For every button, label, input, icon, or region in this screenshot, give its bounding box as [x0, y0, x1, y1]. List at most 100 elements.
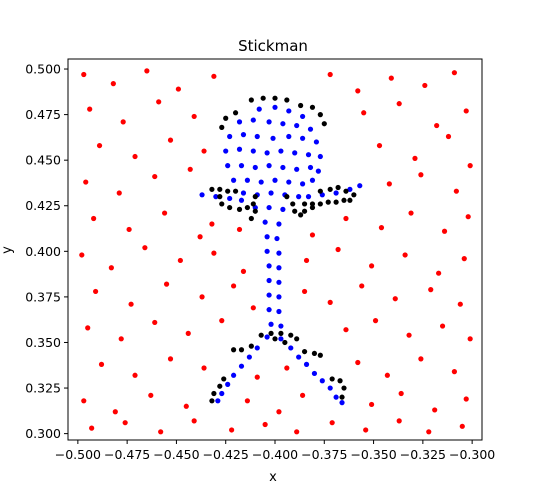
scatter-point-s0-10 [87, 106, 93, 112]
scatter-point-s1-61 [264, 248, 270, 254]
scatter-point-s1-64 [276, 265, 282, 271]
scatter-point-s2-21 [252, 194, 258, 200]
scatter-point-s1-5 [250, 117, 256, 123]
scatter-point-s0-81 [167, 356, 174, 362]
scatter-point-s0-45 [79, 252, 85, 258]
scatter-point-s1-22 [292, 150, 298, 156]
scatter-points [79, 68, 473, 435]
scatter-point-s1-81 [215, 398, 221, 404]
scatter-point-s2-53 [311, 350, 318, 357]
scatter-point-s1-30 [294, 166, 300, 172]
scatter-point-s2-34 [347, 197, 353, 203]
scatter-point-s0-39 [309, 232, 316, 238]
scatter-point-s0-51 [303, 257, 310, 264]
scatter-point-s0-14 [361, 110, 367, 116]
scatter-point-s0-53 [369, 263, 375, 269]
scatter-point-s1-75 [254, 345, 260, 351]
scatter-point-s2-62 [339, 394, 345, 400]
scatter-point-s2-1 [260, 95, 266, 101]
scatter-point-s1-40 [240, 190, 247, 196]
scatter-point-s1-31 [307, 164, 314, 171]
x-tick-label-1: −0.475 [104, 447, 150, 462]
scatter-point-s0-15 [396, 101, 402, 107]
scatter-point-s1-8 [294, 122, 300, 129]
scatter-point-s0-110 [426, 429, 432, 435]
scatter-point-s1-6 [266, 119, 272, 125]
scatter-point-s0-85 [355, 359, 361, 366]
scatter-point-s1-35 [258, 179, 264, 185]
scatter-point-s0-109 [396, 418, 402, 424]
scatter-point-s1-77 [238, 363, 245, 369]
scatter-point-s2-38 [343, 188, 349, 194]
scatter-point-s0-32 [453, 188, 459, 194]
scatter-point-s0-17 [463, 108, 469, 114]
scatter-point-s1-46 [213, 194, 219, 200]
scatter-point-s2-43 [268, 330, 274, 336]
scatter-point-s0-87 [418, 356, 424, 362]
scatter-point-s1-69 [266, 307, 272, 313]
scatter-point-s0-47 [142, 245, 148, 251]
y-tick-label-2: 0.350 [25, 335, 61, 350]
scatter-point-s0-0 [81, 71, 87, 78]
scatter-point-s1-83 [296, 354, 302, 360]
scatter-point-s1-33 [231, 177, 237, 183]
scatter-point-s0-12 [156, 99, 162, 105]
scatter-point-s1-3 [300, 113, 306, 120]
scatter-point-s1-28 [266, 163, 272, 169]
scatter-point-s2-13 [225, 188, 231, 194]
scatter-point-s2-15 [217, 194, 223, 200]
scatter-point-s1-89 [339, 400, 345, 406]
x-tick-label-6: −0.350 [350, 447, 396, 462]
scatter-point-s0-84 [284, 365, 290, 371]
scatter-point-s1-13 [270, 135, 276, 141]
scatter-point-s2-27 [298, 212, 304, 218]
scatter-point-s0-58 [128, 301, 134, 307]
scatter-point-s0-106 [294, 429, 300, 435]
scatter-point-s1-38 [300, 181, 306, 187]
y-tick-label-6: 0.450 [25, 153, 61, 168]
scatter-point-s2-56 [217, 383, 223, 389]
scatter-point-s1-4 [236, 119, 243, 125]
scatter-point-s1-88 [333, 394, 339, 400]
scatter-point-s0-24 [445, 133, 452, 140]
scatter-point-s2-3 [284, 97, 290, 103]
scatter-point-s1-57 [262, 219, 268, 225]
scatter-point-s0-34 [126, 226, 132, 233]
y-tick-label-1: 0.325 [25, 381, 61, 396]
scatter-point-s2-52 [301, 348, 308, 355]
scatter-point-s1-45 [199, 192, 205, 198]
y-tick-label-5: 0.425 [25, 198, 61, 213]
scatter-point-s2-46 [294, 336, 300, 342]
scatter-point-s1-59 [264, 234, 270, 240]
scatter-point-s0-73 [219, 318, 225, 324]
scatter-point-s1-2 [286, 108, 292, 114]
scatter-point-s0-60 [199, 294, 205, 300]
scatter-point-s2-33 [341, 197, 347, 203]
scatter-point-s2-37 [335, 184, 341, 191]
scatter-point-s1-47 [227, 195, 233, 202]
scatter-point-s2-17 [227, 204, 233, 211]
scatter-point-s0-57 [93, 288, 99, 295]
scatter-point-s2-30 [317, 201, 323, 207]
scatter-point-s0-72 [185, 330, 191, 336]
x-tick-label-7: −0.325 [400, 447, 446, 462]
scatter-point-s2-58 [209, 398, 215, 404]
scatter-point-s0-62 [250, 305, 256, 311]
scatter-point-s1-26 [238, 163, 245, 169]
scatter-point-s0-86 [384, 372, 390, 378]
scatter-point-s2-23 [248, 215, 254, 222]
scatter-point-s1-87 [327, 385, 333, 391]
scatter-point-s1-84 [303, 361, 310, 367]
scatter-point-s0-35 [162, 210, 168, 216]
scatter-point-s2-10 [219, 124, 225, 130]
scatter-point-s0-77 [439, 323, 446, 329]
scatter-point-s1-51 [333, 190, 339, 196]
scatter-point-s0-74 [343, 327, 349, 333]
scatter-point-s1-86 [319, 378, 325, 384]
scatter-point-s2-12 [217, 186, 223, 192]
scatter-point-s2-59 [329, 376, 335, 382]
scatter-point-s0-55 [436, 270, 442, 276]
scatter-point-s1-65 [266, 277, 272, 284]
plot-area-frame [67, 58, 483, 441]
scatter-point-s0-3 [175, 86, 181, 92]
